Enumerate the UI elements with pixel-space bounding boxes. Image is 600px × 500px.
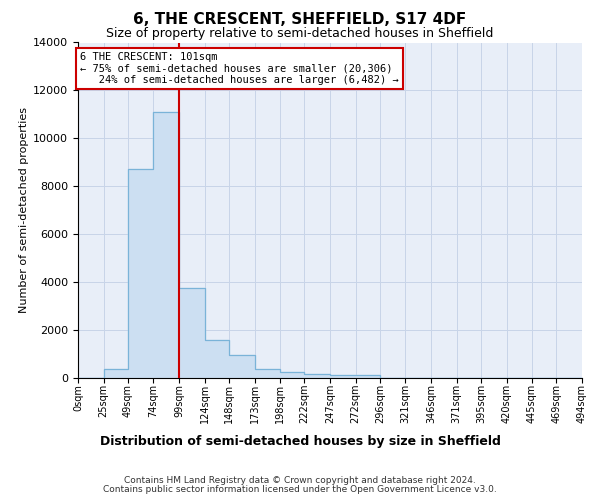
Text: Distribution of semi-detached houses by size in Sheffield: Distribution of semi-detached houses by … <box>100 435 500 448</box>
Text: Contains public sector information licensed under the Open Government Licence v3: Contains public sector information licen… <box>103 485 497 494</box>
Y-axis label: Number of semi-detached properties: Number of semi-detached properties <box>19 107 29 313</box>
Text: 6, THE CRESCENT, SHEFFIELD, S17 4DF: 6, THE CRESCENT, SHEFFIELD, S17 4DF <box>133 12 467 28</box>
Text: 6 THE CRESCENT: 101sqm
← 75% of semi-detached houses are smaller (20,306)
   24%: 6 THE CRESCENT: 101sqm ← 75% of semi-det… <box>80 52 399 86</box>
Text: Contains HM Land Registry data © Crown copyright and database right 2024.: Contains HM Land Registry data © Crown c… <box>124 476 476 485</box>
Text: Size of property relative to semi-detached houses in Sheffield: Size of property relative to semi-detach… <box>106 28 494 40</box>
